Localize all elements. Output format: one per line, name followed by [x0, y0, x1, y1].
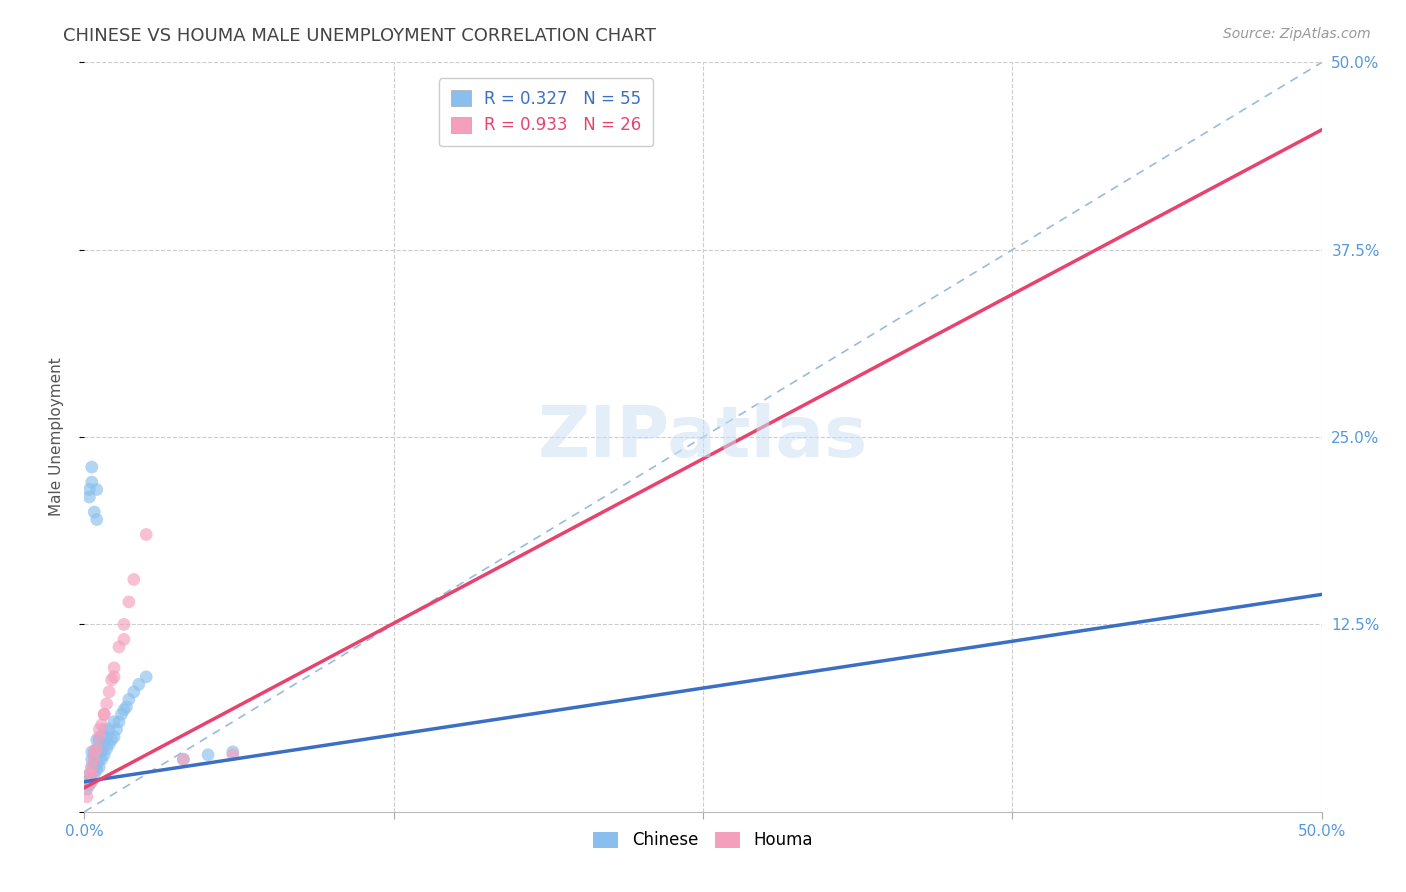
Point [100, 673, 122, 687]
Point [76, 782, 98, 797]
Point [83, 752, 105, 766]
Point [172, 752, 194, 766]
Point [103, 661, 125, 675]
Point [135, 670, 157, 684]
Point [86, 741, 108, 756]
Point [83, 505, 105, 519]
Point [79, 483, 101, 497]
Point [86, 483, 108, 497]
Point [90, 730, 112, 744]
Point [83, 745, 105, 759]
Point [98, 685, 121, 699]
Point [172, 752, 194, 766]
Point [80, 745, 103, 759]
Point [100, 732, 122, 747]
Text: CHINESE VS HOUMA MALE UNEMPLOYMENT CORRELATION CHART: CHINESE VS HOUMA MALE UNEMPLOYMENT CORRE… [63, 27, 657, 45]
Point [93, 707, 115, 722]
Point [122, 685, 145, 699]
Point [98, 723, 121, 737]
Point [112, 632, 135, 647]
Point [80, 752, 103, 766]
Point [79, 778, 101, 792]
Point [86, 512, 108, 526]
Point [118, 692, 141, 706]
Point [96, 730, 118, 744]
Point [103, 670, 125, 684]
Point [80, 760, 103, 774]
Y-axis label: Male Unemployment: Male Unemployment [49, 358, 63, 516]
Point [89, 730, 111, 744]
Point [89, 745, 111, 759]
Point [118, 595, 141, 609]
Point [103, 730, 125, 744]
Point [197, 747, 219, 762]
Point [108, 640, 131, 654]
Point [86, 741, 108, 756]
Point [222, 745, 245, 759]
Point [86, 756, 108, 771]
Point [108, 714, 131, 729]
Point [93, 723, 115, 737]
Point [83, 767, 105, 781]
Point [98, 737, 121, 751]
Point [79, 767, 101, 781]
Point [96, 741, 118, 756]
Point [112, 703, 135, 717]
Point [76, 774, 98, 789]
Point [122, 573, 145, 587]
Point [80, 767, 103, 781]
Point [79, 767, 101, 781]
Point [90, 718, 112, 732]
Point [89, 760, 111, 774]
Point [93, 707, 115, 722]
Point [110, 707, 132, 722]
Point [80, 460, 103, 475]
Point [80, 767, 103, 781]
Point [93, 737, 115, 751]
Point [105, 723, 128, 737]
Point [90, 752, 112, 766]
Point [112, 617, 135, 632]
Point [80, 774, 103, 789]
Point [79, 772, 101, 786]
Point [83, 760, 105, 774]
Point [89, 732, 111, 747]
Point [86, 763, 108, 777]
Point [93, 747, 115, 762]
Point [222, 747, 245, 762]
Point [83, 745, 105, 759]
Point [76, 789, 98, 804]
Point [79, 490, 101, 504]
Point [96, 697, 118, 711]
Point [128, 677, 150, 691]
Legend: Chinese, Houma: Chinese, Houma [586, 824, 820, 855]
Point [89, 723, 111, 737]
Point [79, 778, 101, 792]
Point [83, 752, 105, 766]
Text: Source: ZipAtlas.com: Source: ZipAtlas.com [1223, 27, 1371, 41]
Point [80, 475, 103, 489]
Text: ZIPatlas: ZIPatlas [538, 402, 868, 472]
Point [86, 749, 108, 764]
Point [89, 752, 111, 766]
Point [90, 745, 112, 759]
Point [103, 714, 125, 729]
Point [86, 732, 108, 747]
Point [115, 699, 138, 714]
Point [135, 527, 157, 541]
Point [80, 760, 103, 774]
